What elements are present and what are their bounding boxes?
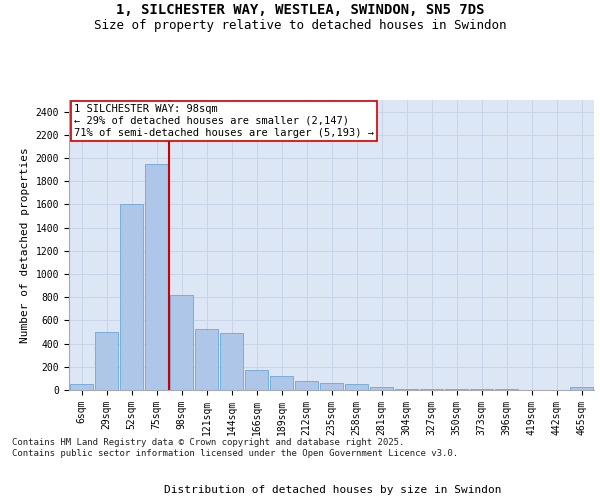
Bar [120,204,143,390]
Text: Contains HM Land Registry data © Crown copyright and database right 2025.
Contai: Contains HM Land Registry data © Crown c… [12,438,458,458]
Bar [220,333,243,390]
Text: 1 SILCHESTER WAY: 98sqm
← 29% of detached houses are smaller (2,147)
71% of semi: 1 SILCHESTER WAY: 98sqm ← 29% of detache… [74,104,374,138]
Bar [70,384,93,390]
Bar [420,389,443,390]
Bar [570,386,593,390]
Bar [370,386,393,390]
Bar [345,384,368,390]
Bar [170,295,193,390]
Bar [195,328,218,390]
Text: Size of property relative to detached houses in Swindon: Size of property relative to detached ho… [94,18,506,32]
Bar [395,389,418,390]
Text: 1, SILCHESTER WAY, WESTLEA, SWINDON, SN5 7DS: 1, SILCHESTER WAY, WESTLEA, SWINDON, SN5… [116,2,484,16]
Bar [295,380,318,390]
Bar [245,370,268,390]
Text: Distribution of detached houses by size in Swindon: Distribution of detached houses by size … [164,485,502,495]
Y-axis label: Number of detached properties: Number of detached properties [20,147,30,343]
Bar [145,164,168,390]
Bar [270,376,293,390]
Bar [320,383,343,390]
Bar [95,332,118,390]
